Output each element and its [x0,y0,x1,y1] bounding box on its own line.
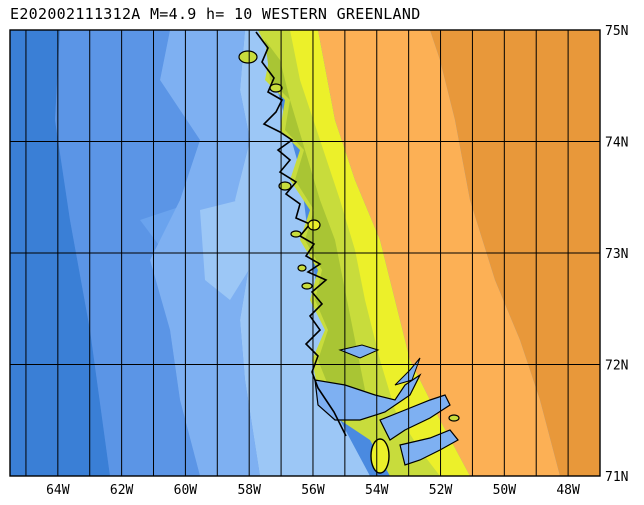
island [278,181,292,191]
island [290,230,302,238]
island [238,50,258,64]
island [307,219,321,231]
island [269,83,283,93]
latitude-tick-label: 73N [605,247,628,262]
island [448,414,460,422]
graticule [10,29,601,477]
longitude-tick-label: 58W [237,483,261,498]
longitude-tick-label: 52W [429,483,453,498]
longitude-tick-label: 48W [556,483,580,498]
longitude-tick-label: 64W [46,483,70,498]
island [301,282,313,290]
longitude-labels: 64W 62W 60W 58W 56W 54W 52W 50W 48W [46,483,580,498]
latitude-tick-label: 71N [605,470,628,485]
longitude-tick-label: 60W [174,483,198,498]
longitude-tick-label: 62W [110,483,134,498]
map-frame [9,29,601,477]
fjord [394,357,421,386]
latitude-tick-label: 75N [605,24,628,39]
island [370,438,390,474]
island [297,264,307,272]
longitude-tick-label: 56W [301,483,325,498]
longitude-tick-label: 50W [493,483,517,498]
map-title: E202002111312A M=4.9 h= 10 WESTERN GREEN… [10,5,421,23]
coastline [255,31,347,437]
latitude-tick-label: 72N [605,359,628,374]
latitude-tick-label: 74N [605,136,628,151]
longitude-tick-label: 54W [365,483,389,498]
shelf-patch [200,200,255,300]
fjord [399,429,459,466]
fjord [338,344,380,359]
fjord [314,373,422,421]
latitude-labels: 75N 74N 73N 72N 71N [605,24,628,485]
fjord [379,394,451,441]
